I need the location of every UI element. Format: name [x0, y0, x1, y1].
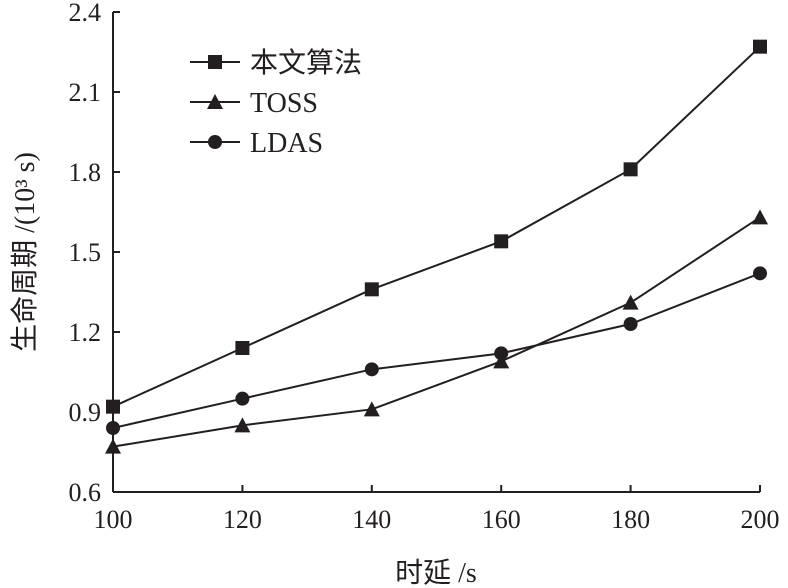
legend-item: TOSS [190, 88, 318, 119]
circle-point [623, 317, 638, 331]
square-point [753, 39, 767, 54]
triangle-point [493, 353, 510, 369]
x-axis-label: 时延 /s [395, 557, 477, 588]
legend-circle-marker [208, 135, 222, 149]
x-tick-label: 120 [223, 505, 262, 534]
series-line [112, 45, 761, 408]
legend: 本文算法 TOSS LDAS [190, 47, 362, 159]
legend-label: LDAS [250, 128, 323, 159]
square-point [235, 341, 250, 355]
circle-point [106, 421, 120, 435]
y-tick-label: 0.6 [69, 478, 102, 507]
series [105, 39, 768, 454]
series-triangle [105, 209, 768, 454]
x-tick-label: 140 [352, 505, 391, 534]
series-square [106, 39, 767, 414]
series-line [112, 216, 761, 448]
circle-point [235, 391, 250, 406]
triangle-point [105, 438, 121, 454]
x-ticks: 100 120 140 160 180 200 [94, 485, 780, 534]
triangle-point [234, 417, 251, 433]
y-tick-label: 1.8 [69, 158, 102, 187]
y-tick-label: 2.4 [69, 0, 102, 27]
legend-label: 本文算法 [250, 47, 362, 79]
legend-square-marker [208, 55, 222, 69]
legend-triangle-marker [207, 94, 223, 109]
y-tick-label: 1.2 [69, 318, 102, 347]
y-ticks: 0.6 0.9 1.2 1.5 1.8 2.1 2.4 [69, 0, 120, 507]
y-tick-label: 2.1 [69, 78, 102, 107]
y-tick-label: 0.9 [69, 398, 102, 427]
legend-item: LDAS [190, 128, 323, 159]
circle-point [753, 266, 767, 281]
square-point [623, 162, 638, 177]
legend-item: 本文算法 [190, 47, 362, 79]
series-line [112, 272, 761, 429]
triangle-point [622, 294, 639, 310]
square-point [494, 234, 509, 249]
circle-point [494, 346, 509, 361]
series-circle [106, 266, 767, 435]
square-point [364, 282, 379, 297]
triangle-point [363, 401, 380, 417]
circle-point [364, 362, 379, 377]
triangle-point [752, 209, 768, 225]
square-point [106, 399, 120, 414]
y-axis-label: 生命周期 /(10³ s) [9, 152, 41, 352]
x-tick-label: 180 [611, 505, 650, 534]
x-tick-label: 100 [94, 505, 133, 534]
x-tick-label: 200 [741, 505, 780, 534]
x-tick-label: 160 [482, 505, 521, 534]
y-tick-label: 1.5 [69, 238, 102, 267]
axes [112, 12, 760, 493]
legend-label: TOSS [250, 88, 318, 119]
